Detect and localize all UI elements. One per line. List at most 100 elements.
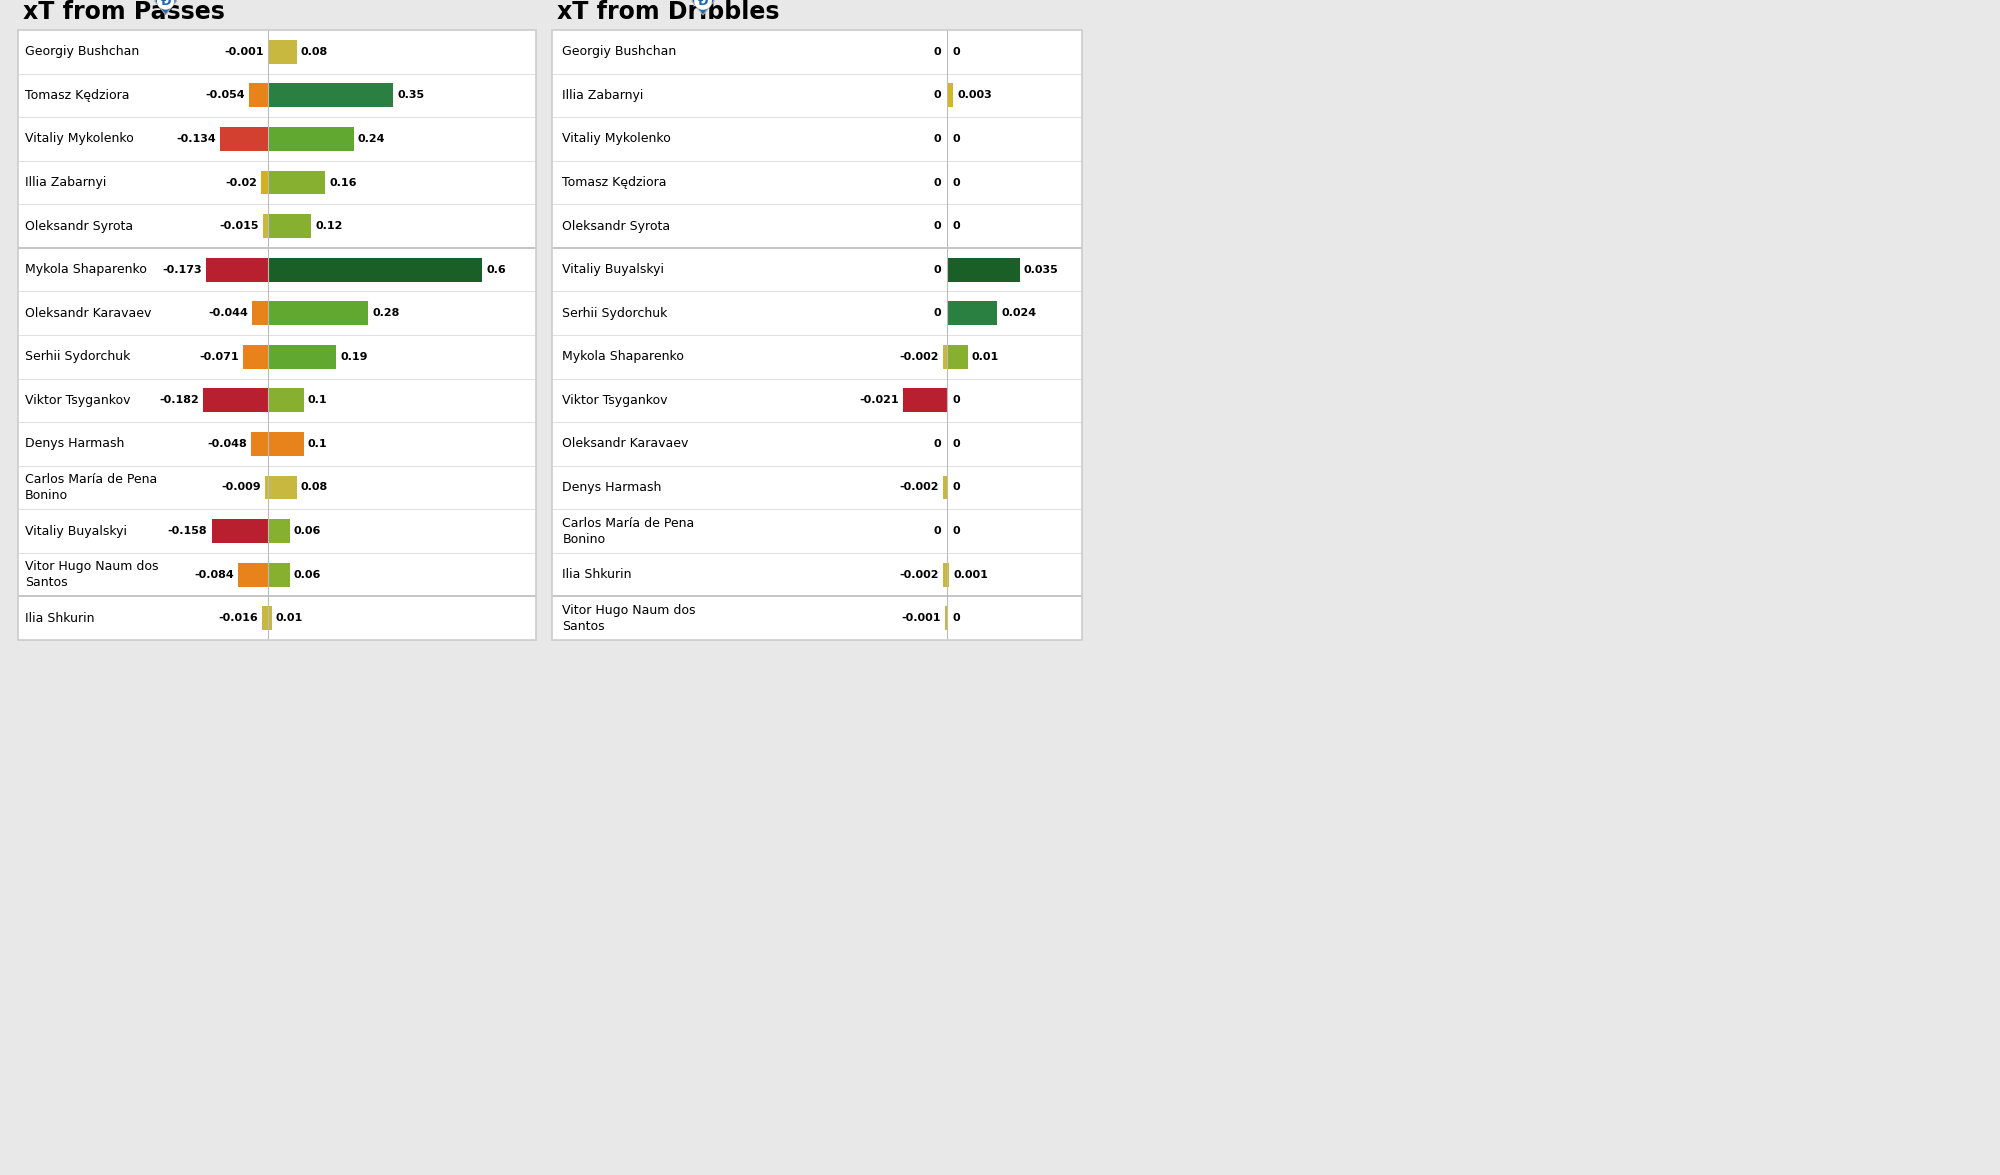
Bar [268, 257, 482, 282]
Text: -0.084: -0.084 [194, 570, 234, 579]
Text: Oleksandr Karavaev: Oleksandr Karavaev [562, 437, 688, 450]
Bar [942, 344, 946, 369]
Bar [238, 563, 268, 586]
Bar [264, 476, 268, 499]
Text: -0.002: -0.002 [900, 351, 938, 362]
Text: Oleksandr Karavaev: Oleksandr Karavaev [26, 307, 152, 320]
Text: 0: 0 [952, 526, 960, 536]
Text: Vitaliy Mykolenko: Vitaliy Mykolenko [562, 133, 672, 146]
Text: Mykola Shaparenko: Mykola Shaparenko [26, 263, 148, 276]
Text: 0: 0 [952, 439, 960, 449]
Text: Vitor Hugo Naum dos
Santos: Vitor Hugo Naum dos Santos [562, 604, 696, 632]
Text: 0: 0 [952, 47, 960, 56]
Bar [946, 83, 954, 107]
Bar [946, 563, 948, 586]
Bar [242, 344, 268, 369]
Text: 0.28: 0.28 [372, 308, 400, 318]
Text: Carlos María de Pena
Bonino: Carlos María de Pena Bonino [26, 474, 158, 502]
Text: -0.001: -0.001 [224, 47, 264, 56]
Text: 0.1: 0.1 [308, 395, 328, 405]
Bar [268, 563, 290, 586]
Text: -0.002: -0.002 [900, 570, 938, 579]
Text: 0.19: 0.19 [340, 351, 368, 362]
Bar [268, 519, 290, 543]
Bar [904, 389, 946, 412]
Text: Vitaliy Mykolenko: Vitaliy Mykolenko [26, 133, 134, 146]
Bar [942, 476, 946, 499]
Polygon shape [692, 0, 714, 15]
Bar [212, 519, 268, 543]
Text: 0: 0 [934, 439, 942, 449]
Text: -0.054: -0.054 [206, 90, 244, 100]
Text: 0.06: 0.06 [294, 570, 322, 579]
Text: 0.003: 0.003 [958, 90, 992, 100]
Text: 0: 0 [934, 90, 942, 100]
Text: 0: 0 [934, 221, 942, 231]
Bar [268, 83, 394, 107]
Text: 0: 0 [952, 483, 960, 492]
Bar [268, 432, 304, 456]
Text: Ð: Ð [160, 0, 170, 8]
Text: Mykola Shaparenko: Mykola Shaparenko [562, 350, 684, 363]
Text: xT from Dribbles: xT from Dribbles [558, 0, 780, 24]
Bar [946, 257, 1020, 282]
Text: Oleksandr Syrota: Oleksandr Syrota [562, 220, 670, 233]
Text: 0.35: 0.35 [398, 90, 424, 100]
Bar [204, 389, 268, 412]
Text: Viktor Tsygankov: Viktor Tsygankov [562, 394, 668, 407]
Bar [944, 606, 946, 630]
Text: -0.158: -0.158 [168, 526, 208, 536]
Bar [262, 214, 268, 239]
Bar [268, 389, 304, 412]
Bar [268, 40, 296, 63]
Bar [262, 606, 268, 630]
Bar [260, 170, 268, 195]
Text: -0.071: -0.071 [198, 351, 238, 362]
Text: Oleksandr Syrota: Oleksandr Syrota [26, 220, 134, 233]
Text: 0: 0 [934, 47, 942, 56]
Bar [248, 83, 268, 107]
Bar [268, 301, 368, 325]
Text: Denys Harmash: Denys Harmash [26, 437, 124, 450]
Text: Ilia Shkurin: Ilia Shkurin [562, 569, 632, 582]
Text: 0: 0 [934, 526, 942, 536]
Text: 0.08: 0.08 [300, 483, 328, 492]
Text: Vitaliy Buyalskyi: Vitaliy Buyalskyi [26, 524, 128, 538]
Text: Georgiy Bushchan: Georgiy Bushchan [562, 46, 676, 59]
Text: xT from Passes: xT from Passes [24, 0, 226, 24]
Text: 0.01: 0.01 [972, 351, 1000, 362]
Text: -0.015: -0.015 [220, 221, 258, 231]
Text: Carlos María de Pena
Bonino: Carlos María de Pena Bonino [562, 517, 694, 545]
Text: 0.035: 0.035 [1024, 264, 1058, 275]
Text: Serhii Sydorchuk: Serhii Sydorchuk [26, 350, 130, 363]
Bar [268, 170, 326, 195]
Text: Tomasz Kędziora: Tomasz Kędziora [562, 176, 666, 189]
Text: -0.182: -0.182 [160, 395, 198, 405]
Bar [946, 344, 968, 369]
Bar [250, 432, 268, 456]
Bar [942, 563, 946, 586]
Text: -0.134: -0.134 [176, 134, 216, 143]
Text: 0.08: 0.08 [300, 47, 328, 56]
Text: 0: 0 [934, 134, 942, 143]
Text: -0.009: -0.009 [222, 483, 260, 492]
Text: -0.001: -0.001 [902, 613, 940, 623]
Text: Serhii Sydorchuk: Serhii Sydorchuk [562, 307, 668, 320]
Text: Illia Zabarnyi: Illia Zabarnyi [562, 89, 644, 102]
Text: 0: 0 [952, 177, 960, 188]
Text: -0.021: -0.021 [860, 395, 900, 405]
Bar [220, 127, 268, 150]
Text: 0.06: 0.06 [294, 526, 322, 536]
Bar [268, 606, 272, 630]
Text: Illia Zabarnyi: Illia Zabarnyi [26, 176, 106, 189]
Text: -0.048: -0.048 [208, 439, 246, 449]
Bar [268, 214, 310, 239]
Polygon shape [154, 0, 176, 15]
Text: Ilia Shkurin: Ilia Shkurin [26, 612, 94, 625]
Bar [268, 476, 296, 499]
Text: -0.02: -0.02 [224, 177, 256, 188]
Text: 0: 0 [952, 395, 960, 405]
Text: -0.016: -0.016 [218, 613, 258, 623]
Text: -0.173: -0.173 [162, 264, 202, 275]
Text: 0.6: 0.6 [486, 264, 506, 275]
